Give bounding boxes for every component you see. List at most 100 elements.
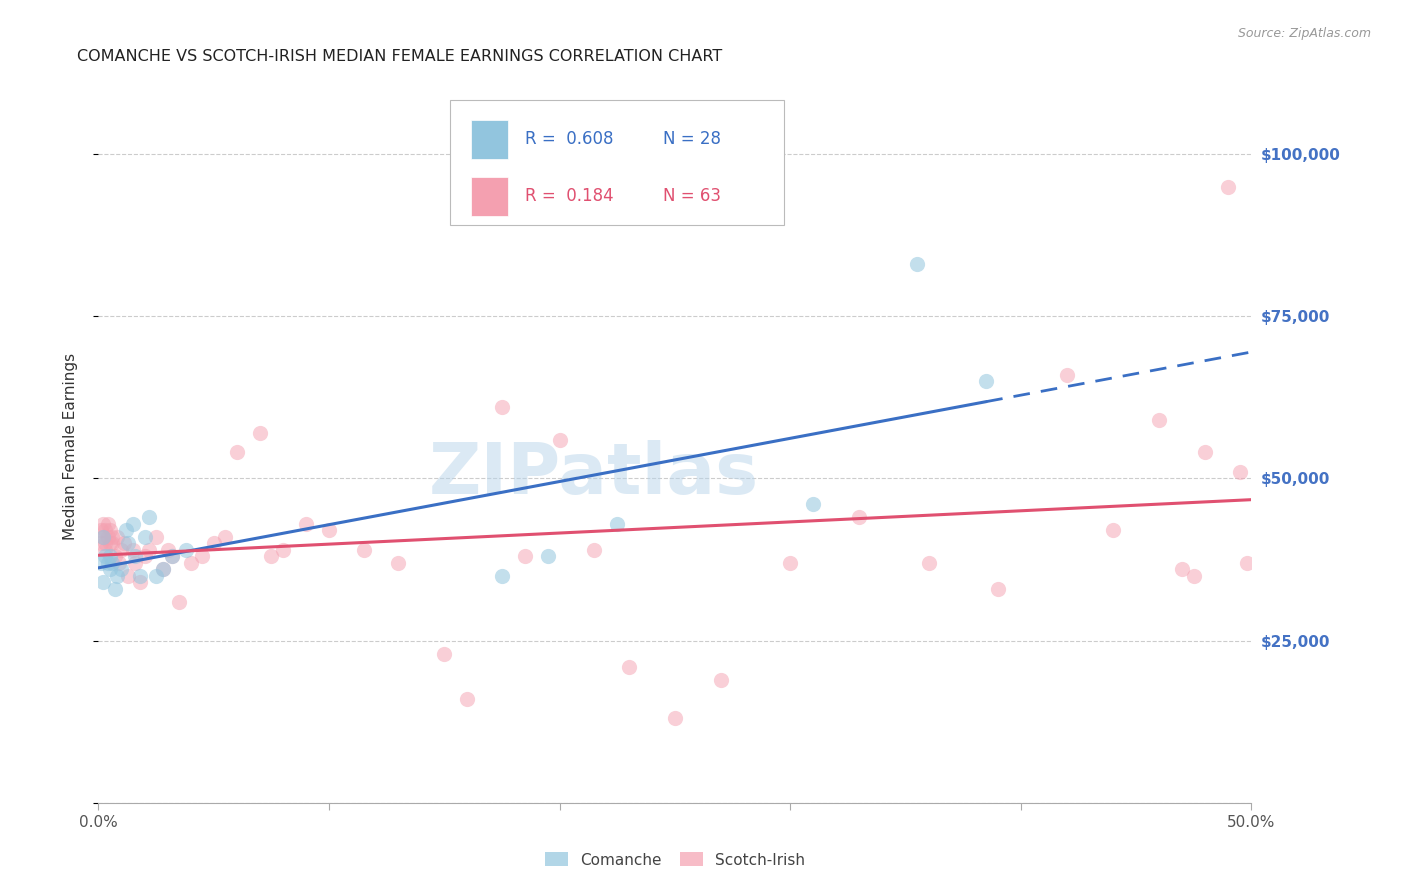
Point — [160, 549, 183, 564]
Point — [710, 673, 733, 687]
Point — [513, 549, 536, 564]
Point — [110, 542, 132, 557]
Point — [112, 536, 135, 550]
Point — [491, 400, 513, 414]
Point — [152, 562, 174, 576]
Point — [1194, 445, 1216, 459]
Point — [90, 536, 112, 550]
Point — [90, 524, 112, 538]
Point — [134, 530, 156, 544]
Point — [94, 536, 117, 550]
Point — [98, 549, 121, 564]
Point — [103, 582, 125, 596]
Point — [202, 536, 225, 550]
Point — [387, 556, 409, 570]
Point — [129, 575, 152, 590]
Point — [91, 530, 114, 544]
Point — [1056, 368, 1078, 382]
Point — [129, 568, 152, 582]
Point — [1147, 413, 1170, 427]
Point — [94, 542, 117, 557]
Point — [110, 562, 132, 576]
Text: R =  0.608: R = 0.608 — [524, 130, 613, 148]
Point — [491, 568, 513, 582]
Point — [1182, 568, 1205, 582]
Point — [271, 542, 294, 557]
Point — [90, 556, 112, 570]
Point — [174, 542, 197, 557]
Point — [180, 556, 202, 570]
Point — [606, 516, 628, 531]
Point — [101, 536, 124, 550]
Point — [117, 568, 139, 582]
Point — [974, 374, 997, 388]
Text: Source: ZipAtlas.com: Source: ZipAtlas.com — [1237, 27, 1371, 40]
Point — [214, 530, 236, 544]
FancyBboxPatch shape — [471, 177, 508, 216]
Point — [548, 433, 571, 447]
Point — [583, 542, 606, 557]
Point — [108, 556, 131, 570]
Point — [152, 562, 174, 576]
Point — [98, 524, 121, 538]
Point — [97, 516, 120, 531]
Point — [122, 516, 145, 531]
Point — [664, 711, 686, 725]
Point — [1218, 179, 1240, 194]
Point — [537, 549, 560, 564]
Point — [779, 556, 801, 570]
Point — [145, 568, 167, 582]
Point — [295, 516, 318, 531]
Point — [124, 549, 146, 564]
Point — [167, 595, 190, 609]
Y-axis label: Median Female Earnings: Median Female Earnings — [63, 352, 77, 540]
Point — [905, 257, 928, 271]
Point — [98, 562, 121, 576]
Point — [98, 536, 121, 550]
Text: N = 28: N = 28 — [664, 130, 721, 148]
Point — [987, 582, 1010, 596]
Text: ZIPatlas: ZIPatlas — [429, 440, 759, 509]
Point — [1102, 524, 1125, 538]
Point — [97, 556, 120, 570]
Point — [433, 647, 456, 661]
Point — [105, 530, 128, 544]
Point — [94, 549, 117, 564]
Point — [156, 542, 179, 557]
Point — [191, 549, 214, 564]
Point — [101, 556, 124, 570]
Point — [115, 524, 138, 538]
Point — [124, 556, 146, 570]
FancyBboxPatch shape — [471, 120, 508, 159]
Text: R =  0.184: R = 0.184 — [524, 187, 613, 205]
Point — [91, 530, 114, 544]
Point — [249, 425, 271, 440]
Point — [260, 549, 283, 564]
Point — [122, 542, 145, 557]
Point — [917, 556, 939, 570]
Point — [353, 542, 375, 557]
Point — [91, 575, 114, 590]
Point — [160, 549, 183, 564]
Point — [94, 524, 117, 538]
Point — [134, 549, 156, 564]
Point — [225, 445, 247, 459]
Point — [117, 536, 139, 550]
Point — [97, 530, 120, 544]
Point — [1236, 556, 1258, 570]
Point — [617, 659, 640, 673]
FancyBboxPatch shape — [450, 100, 785, 225]
Point — [145, 530, 167, 544]
Point — [1171, 562, 1194, 576]
Point — [848, 510, 870, 524]
Point — [101, 530, 124, 544]
Point — [138, 510, 160, 524]
Point — [138, 542, 160, 557]
Point — [1229, 465, 1251, 479]
Point — [456, 692, 478, 706]
Legend: Comanche, Scotch-Irish: Comanche, Scotch-Irish — [538, 847, 811, 873]
Point — [103, 549, 125, 564]
Point — [105, 568, 128, 582]
Point — [801, 497, 824, 511]
Text: N = 63: N = 63 — [664, 187, 721, 205]
